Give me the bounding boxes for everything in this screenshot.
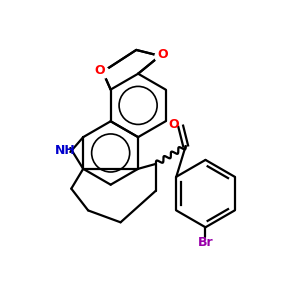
- Text: O: O: [94, 64, 105, 77]
- Text: O: O: [158, 48, 168, 62]
- Text: O: O: [169, 118, 179, 131]
- Text: NH: NH: [55, 145, 76, 158]
- Text: Br: Br: [198, 236, 213, 249]
